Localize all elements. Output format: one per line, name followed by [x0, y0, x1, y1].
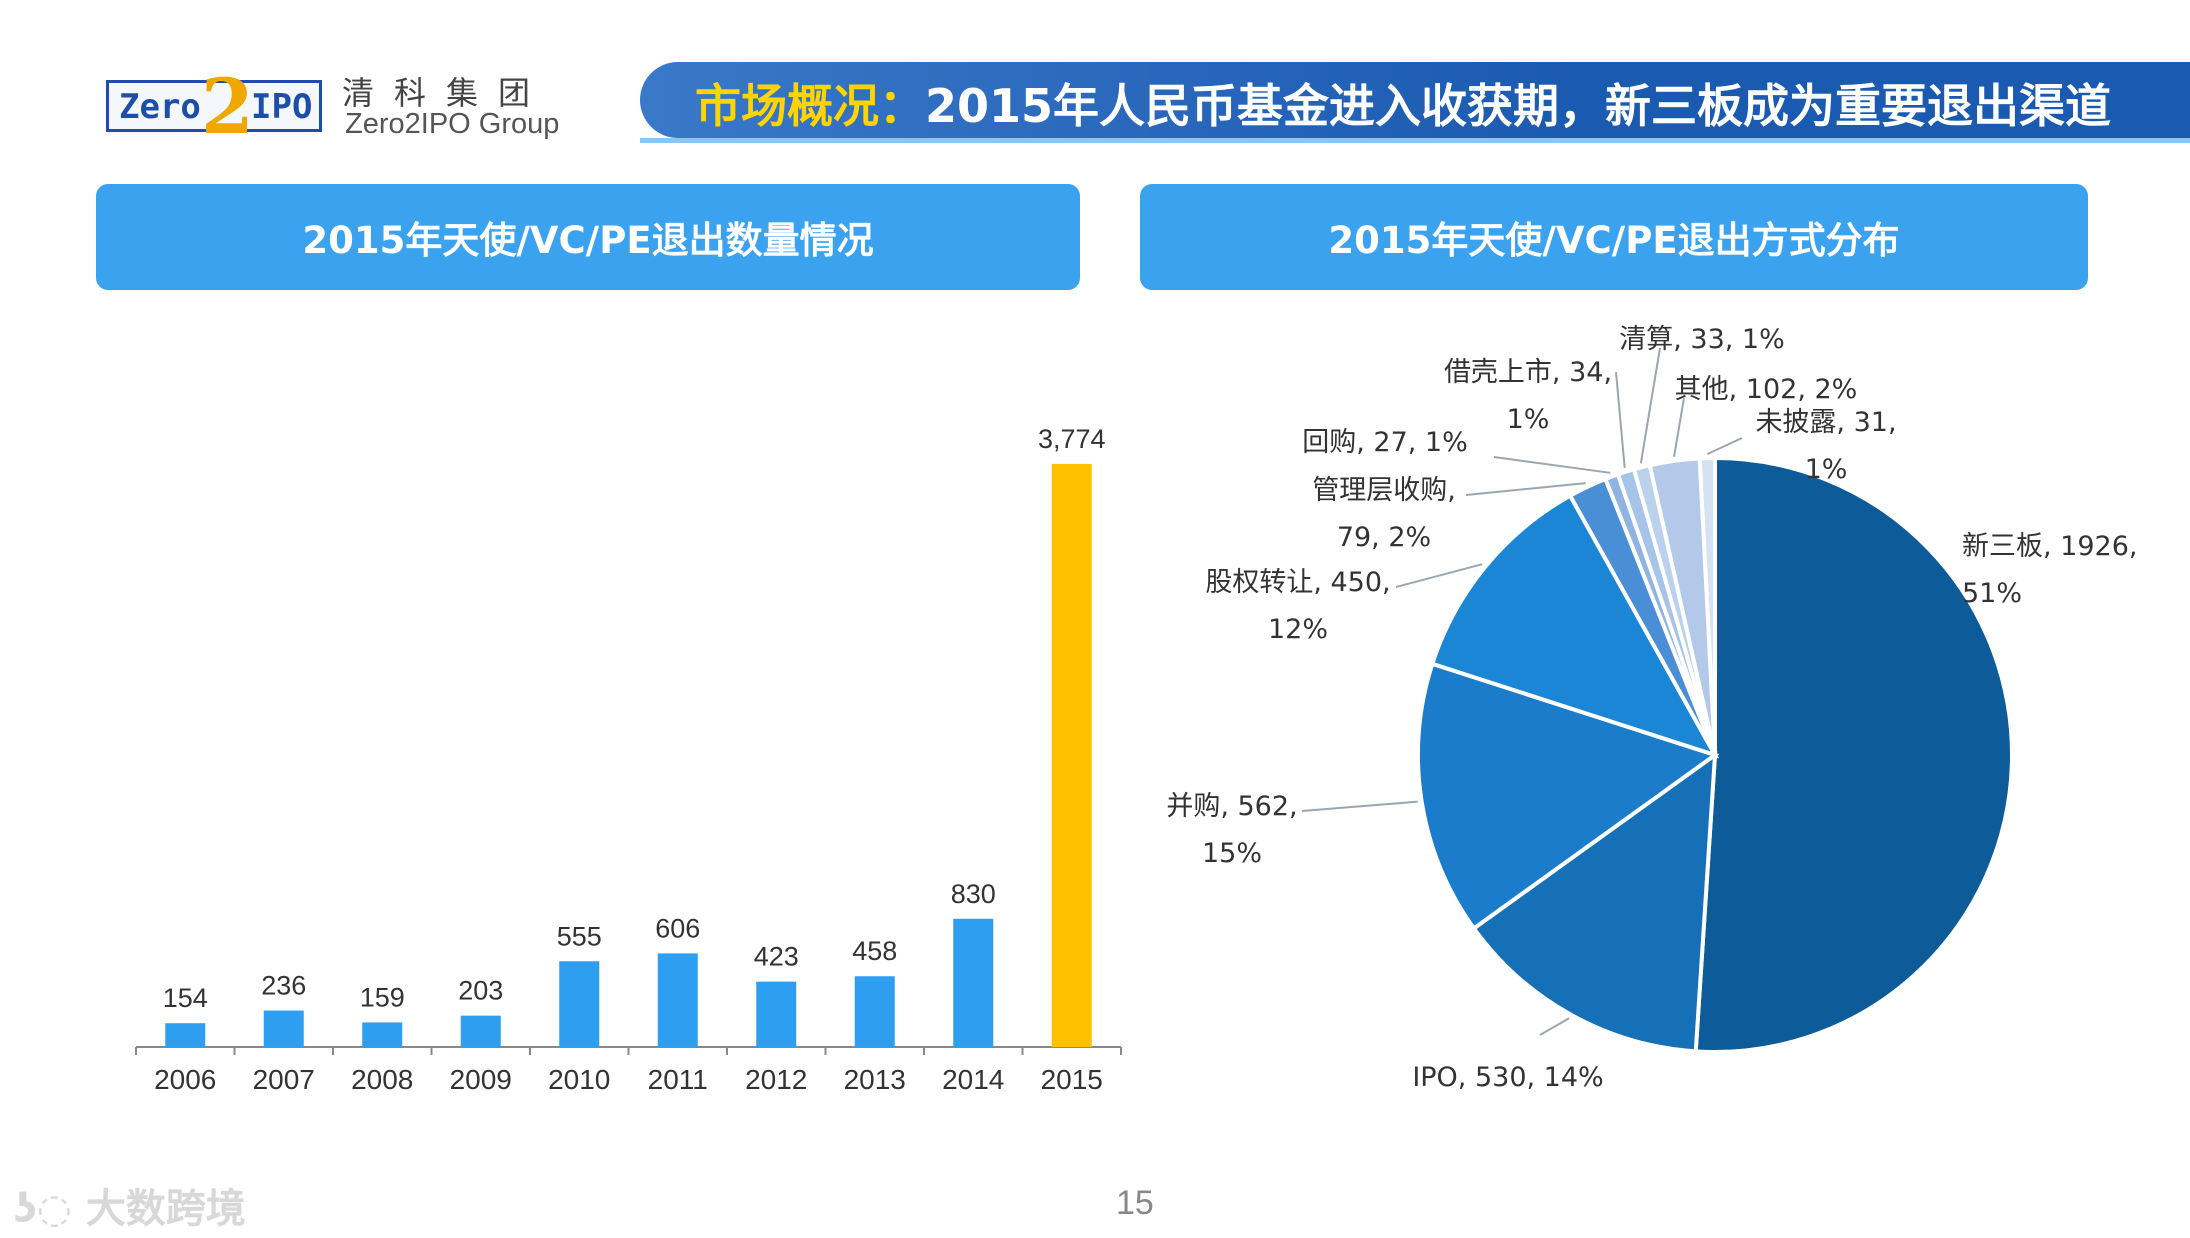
pie-label: IPO, 530, 14% — [1412, 1062, 1603, 1093]
pie-leader-line — [1639, 347, 1661, 464]
pie-label: 1% — [1805, 454, 1848, 485]
pie-label: 未披露, 31, — [1755, 407, 1896, 438]
pie-leader-line — [1615, 371, 1626, 468]
pie-label: 清算, 33, 1% — [1619, 324, 1785, 355]
pie-leader-line — [1493, 456, 1611, 474]
x-tick-label: 2007 — [253, 1064, 315, 1095]
x-tick-label: 2011 — [648, 1064, 708, 1095]
watermark: ʖ◌ 大数跨境 — [14, 1176, 246, 1234]
pie-slice-IPO — [1471, 750, 1718, 1054]
bar-value-label: 458 — [852, 936, 897, 966]
pie-leader-line — [1539, 1017, 1570, 1036]
pie-slice-新三板 — [1693, 455, 2015, 1054]
pie-slice-未披露 — [1697, 455, 1717, 756]
page-title: 市场概况：2015年人民币基金进入收获期，新三板成为重要退出渠道 — [695, 70, 2111, 136]
logo-english-name: Zero2IPO Group — [345, 108, 560, 140]
pie-label: 12% — [1268, 614, 1328, 645]
x-tick-label: 2010 — [548, 1064, 610, 1095]
bar-value-label: 555 — [557, 921, 602, 951]
page-title-highlight: 市场概况： — [695, 79, 925, 133]
bar-value-label: 830 — [951, 879, 996, 909]
logo-two-text: 2 — [201, 62, 254, 151]
pie-label: 15% — [1202, 838, 1262, 869]
bar-2007 — [263, 1010, 304, 1047]
x-tick-label: 2015 — [1041, 1064, 1103, 1095]
watermark-text: 大数跨境 — [85, 1186, 246, 1232]
bar-value-label: 606 — [655, 913, 700, 943]
pie-label: 其他, 102, 2% — [1675, 374, 1858, 405]
x-tick-label: 2009 — [450, 1064, 512, 1095]
bar-chart-header: 2015年天使/VC/PE退出数量情况 — [96, 184, 1080, 290]
bar-2012 — [756, 981, 797, 1047]
pie-label: 79, 2% — [1337, 522, 1431, 553]
logo-chinese-name: 清科集团 — [342, 74, 551, 112]
bar-value-label: 3,774 — [1038, 424, 1106, 454]
pie-label: 51% — [1962, 578, 2022, 609]
pie-leader-line — [1301, 800, 1418, 812]
bar-value-label: 154 — [163, 983, 208, 1013]
title-bar-underline — [640, 138, 2190, 143]
bar-value-label: 423 — [754, 942, 799, 972]
page-number: 15 — [1116, 1184, 1154, 1222]
x-tick-label: 2012 — [745, 1064, 807, 1095]
bar-2011 — [657, 953, 698, 1047]
pie-slice-股权转让 — [1429, 492, 1720, 759]
bar-value-label: 203 — [458, 976, 503, 1006]
bar-2006 — [165, 1023, 206, 1047]
pie-leader-line — [1673, 397, 1685, 457]
pie-chart-header: 2015年天使/VC/PE退出方式分布 — [1140, 184, 2088, 290]
pie-label: 新三板, 1926, — [1962, 531, 2137, 562]
pie-label: 并购, 562, — [1166, 791, 1297, 822]
bar-2015 — [1051, 463, 1092, 1047]
bar-2014 — [953, 918, 994, 1047]
logo-zero-text: Zero — [119, 87, 201, 127]
x-tick-label: 2006 — [154, 1064, 216, 1095]
bar-2010 — [559, 961, 600, 1047]
x-tick-label: 2008 — [351, 1064, 413, 1095]
pie-label: 股权转让, 450, — [1205, 567, 1390, 598]
bar-value-label: 236 — [261, 971, 306, 1001]
bar-2013 — [854, 976, 895, 1047]
bar-2009 — [460, 1015, 501, 1047]
pie-slice-并购 — [1416, 661, 1720, 932]
bar-2008 — [362, 1022, 403, 1047]
pie-label: 借壳上市, 34, — [1444, 357, 1612, 388]
x-tick-label: 2014 — [942, 1064, 1004, 1095]
watermark-icon: ʖ◌ — [14, 1186, 72, 1232]
logo: Zero 2 IPO — [106, 69, 322, 145]
pie-label: 1% — [1507, 404, 1550, 435]
bar-value-label: 159 — [360, 982, 405, 1012]
pie-leader-line — [1465, 482, 1586, 496]
pie-label: 管理层收购, — [1312, 475, 1456, 506]
page-title-rest: 2015年人民币基金进入收获期，新三板成为重要退出渠道 — [925, 79, 2112, 133]
x-tick-label: 2013 — [844, 1064, 906, 1095]
pie-label: 回购, 27, 1% — [1302, 427, 1468, 458]
title-bar — [640, 62, 2190, 138]
pie-leader-line — [1395, 563, 1483, 588]
logo-ipo-text: IPO — [251, 87, 313, 127]
pie-leader-line — [1706, 437, 1743, 456]
